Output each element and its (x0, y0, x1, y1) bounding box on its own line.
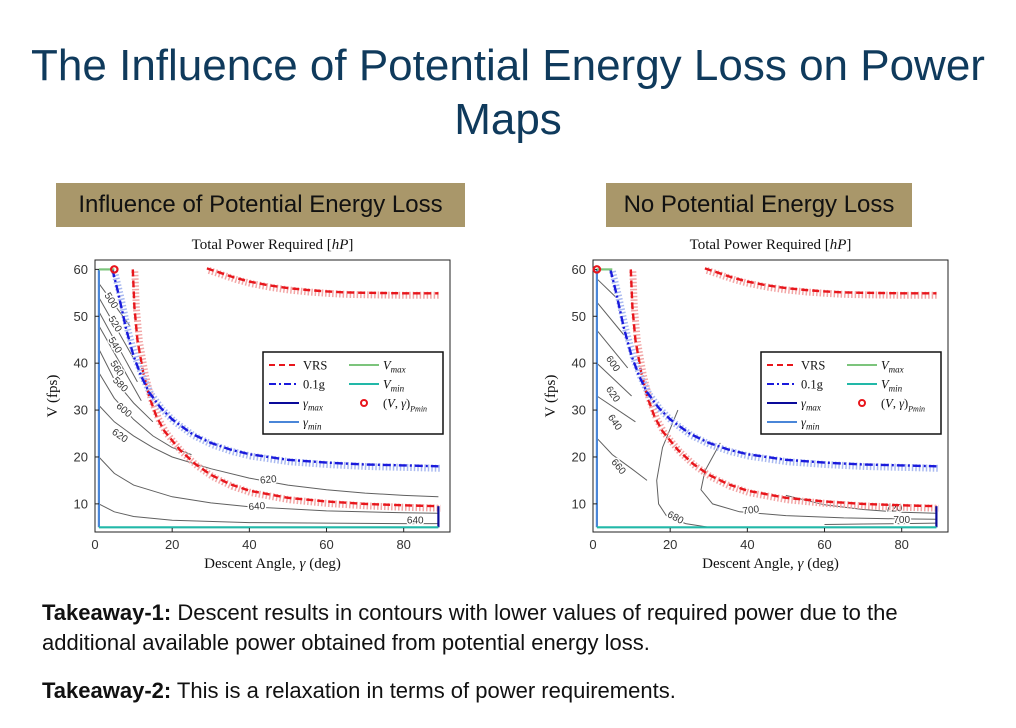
slide-title: The Influence of Potential Energy Loss o… (31, 41, 985, 145)
legend: VRS Vmax 0.1g Vmin γmax (V, γ)Pmin γmin (760, 351, 942, 435)
legend-label: γmax (801, 397, 821, 413)
x-tick-label: 80 (396, 537, 410, 552)
y-tick-label: 50 (572, 309, 586, 324)
g01-line (111, 269, 439, 468)
takeaway-1: Takeaway-1: Descent results in contours … (42, 598, 992, 658)
vrs-line (629, 269, 937, 508)
y-tick-label: 30 (572, 403, 586, 418)
vrs-hatch (705, 267, 939, 299)
g01-hatch (609, 270, 939, 472)
legend-label: γmin (801, 416, 820, 432)
y-tick-label: 20 (572, 449, 586, 464)
legend-label: VRS (801, 359, 825, 373)
legend-label: Vmax (383, 359, 406, 375)
contour-label: 700 (742, 504, 760, 517)
x-tick-label: 80 (894, 537, 908, 552)
contour-label: 720 (885, 503, 902, 515)
y-tick-label: 10 (74, 496, 88, 511)
takeaway-2-text: This is a relaxation in terms of power r… (171, 678, 676, 703)
chart-title: Total Power Required [hP] (690, 237, 852, 253)
y-tick-label: 10 (572, 496, 586, 511)
contour-label: 640 (248, 501, 266, 513)
y-tick-label: 40 (572, 356, 586, 371)
chart-right-svg: Total Power Required [hP]600620640660680… (543, 237, 949, 572)
legend-marker (858, 399, 866, 407)
g01-line (609, 269, 937, 468)
g01-hatch (111, 270, 441, 472)
panel-header-right: No Potential Energy Loss (606, 183, 912, 227)
legend-label: (V, γ)Pmin (881, 397, 925, 414)
x-tick-label: 40 (740, 537, 754, 552)
pmin-marker (109, 265, 119, 274)
y-tick-label: 60 (572, 262, 586, 277)
legend-label: 0.1g (303, 378, 326, 392)
takeaways: Takeaway-1: Descent results in contours … (42, 598, 992, 724)
takeaway-1-text: Descent results in contours with lower v… (42, 600, 898, 655)
contour-line (98, 325, 142, 401)
chart-left-svg: Total Power Required [hP]500520540560580… (45, 237, 451, 572)
chart-title: Total Power Required [hP] (192, 237, 354, 253)
y-axis-label: V (fps) (45, 375, 61, 418)
contour-line (98, 297, 135, 359)
contour-line (596, 278, 617, 298)
y-axis-label: V (fps) (543, 375, 559, 418)
takeaway-2: Takeaway-2: This is a relaxation in term… (42, 676, 992, 706)
y-tick-label: 40 (74, 356, 88, 371)
legend: VRS Vmax 0.1g Vmin γmax (V, γ)Pmin γmin (262, 351, 444, 435)
vrs-line (206, 267, 439, 295)
x-tick-label: 0 (91, 537, 98, 552)
legend-label: Vmin (383, 378, 405, 394)
x-axis-label: Descent Angle, γ (deg) (204, 556, 341, 572)
legend-label: 0.1g (801, 378, 824, 392)
legend-label: Vmin (881, 378, 903, 394)
legend-marker (360, 399, 368, 407)
contour-line (596, 437, 648, 481)
contour-line (98, 456, 439, 514)
contour-line (596, 395, 636, 423)
contour-line (98, 503, 439, 525)
contour-line (98, 348, 154, 423)
contour-line (700, 442, 937, 520)
legend-label: (V, γ)Pmin (383, 397, 427, 414)
y-tick-label: 50 (74, 309, 88, 324)
legend-label: Vmax (881, 359, 904, 375)
contour-line (596, 301, 625, 336)
takeaway-2-label: Takeaway-2: (42, 678, 172, 703)
vrs-line (704, 267, 937, 295)
contour-label: 620 (260, 474, 278, 487)
x-tick-label: 60 (817, 537, 831, 552)
contour-line (98, 372, 192, 456)
contour-line (98, 311, 138, 383)
x-tick-label: 20 (165, 537, 179, 552)
vrs-line (131, 269, 439, 508)
contour-line (596, 362, 632, 397)
x-tick-label: 60 (319, 537, 333, 552)
chart-right: Total Power Required [hP] 600 620 640 660 680… (538, 228, 958, 585)
legend-label: γmin (303, 416, 322, 432)
y-tick-label: 20 (74, 449, 88, 464)
panel-header-left: Influence of Potential Energy Loss (56, 183, 465, 227)
legend-label: VRS (303, 359, 327, 373)
legend-label: γmax (303, 397, 323, 413)
x-tick-label: 20 (663, 537, 677, 552)
y-tick-label: 30 (74, 403, 88, 418)
x-tick-label: 40 (242, 537, 256, 552)
contour-line (98, 405, 439, 498)
contour-label: 700 (893, 515, 910, 526)
contour-label: 640 (407, 516, 424, 527)
takeaway-1-label: Takeaway-1: (42, 600, 172, 625)
y-tick-label: 60 (74, 262, 88, 277)
chart-left: Total Power Required [hP] 500 520 540 560 580… (40, 228, 460, 585)
x-tick-label: 0 (589, 537, 596, 552)
contour-line (785, 494, 937, 514)
contour-line (596, 329, 629, 369)
vrs-hatch (207, 267, 441, 299)
pmin-marker (592, 265, 602, 274)
contour-line (824, 522, 937, 525)
contour-line (656, 409, 709, 528)
x-axis-label: Descent Angle, γ (deg) (702, 556, 839, 572)
